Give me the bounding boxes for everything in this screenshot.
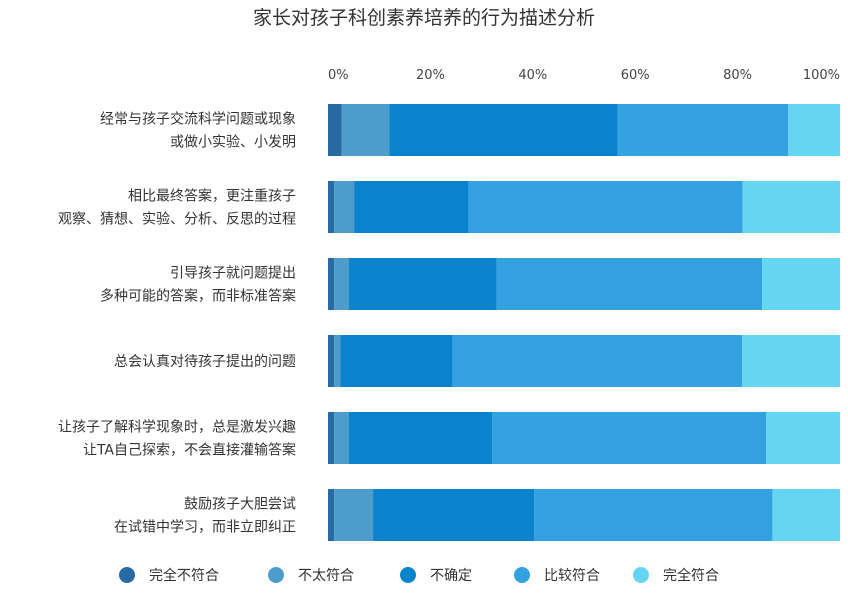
legend-swatch bbox=[633, 567, 649, 583]
legend: 完全不符合 不太符合 不确定 比较符合 完全符合 bbox=[119, 567, 719, 584]
x-tick-label: 20% bbox=[416, 68, 445, 83]
bar-segment bbox=[762, 258, 840, 310]
x-tick-label: 80% bbox=[723, 68, 752, 83]
category-label: 观察、猜想、实验、分析、反思的过程 bbox=[58, 211, 296, 228]
bar-segment bbox=[772, 489, 840, 541]
category-labels: 经常与孩子交流科学问题或现象或做小实验、小发明相比最终答案，更注重孩子观察、猜想… bbox=[58, 111, 296, 536]
bar-segment bbox=[334, 258, 349, 310]
x-tick-label: 100% bbox=[803, 68, 840, 83]
bar-segment bbox=[348, 258, 497, 310]
legend-swatch bbox=[119, 567, 135, 583]
bar-segment bbox=[328, 489, 335, 541]
bar-segment bbox=[340, 335, 453, 387]
category-label: 让TA自己探索，不会直接灌输答案 bbox=[83, 442, 296, 459]
bar-segment bbox=[534, 489, 773, 541]
x-tick-label: 40% bbox=[518, 68, 547, 83]
bar-segment bbox=[328, 181, 335, 233]
bar-segment bbox=[496, 258, 763, 310]
bar-segment bbox=[334, 335, 341, 387]
legend-label: 不确定 bbox=[430, 568, 472, 584]
chart-title: 家长对孩子科创素养培养的行为描述分析 bbox=[253, 7, 595, 29]
category-label: 多种可能的答案，而非标准答案 bbox=[100, 288, 296, 305]
bar-segment bbox=[334, 412, 349, 464]
category-label: 引导孩子就问题提出 bbox=[170, 266, 296, 282]
bar-segment bbox=[341, 104, 390, 156]
bar-segment bbox=[354, 181, 469, 233]
category-label: 在试错中学习，而非立即纠正 bbox=[114, 520, 296, 536]
bar-segment bbox=[742, 335, 840, 387]
bar-segment bbox=[492, 412, 767, 464]
bar-segment bbox=[373, 489, 535, 541]
legend-swatch bbox=[400, 567, 416, 583]
bar-segment bbox=[334, 181, 355, 233]
bar-segment bbox=[468, 181, 743, 233]
legend-label: 不太符合 bbox=[298, 568, 354, 584]
bar-segment bbox=[328, 335, 335, 387]
legend-label: 完全符合 bbox=[663, 567, 719, 584]
category-label: 或做小实验、小发明 bbox=[170, 135, 296, 151]
bar-segment bbox=[348, 412, 493, 464]
category-label: 鼓励孩子大胆尝试 bbox=[184, 497, 296, 513]
category-label: 相比最终答案，更注重孩子 bbox=[128, 188, 296, 205]
legend-label: 比较符合 bbox=[544, 568, 600, 584]
bar-segment bbox=[766, 412, 840, 464]
x-tick-label: 60% bbox=[621, 68, 650, 83]
bar-segment bbox=[328, 104, 342, 156]
bar-segment bbox=[334, 489, 374, 541]
category-label: 总会认真对待孩子提出的问题 bbox=[114, 354, 296, 370]
x-tick-label: 0% bbox=[328, 68, 349, 83]
bar-segment bbox=[328, 412, 335, 464]
x-axis-ticks: 0% 20% 40% 60% 80% 100% bbox=[328, 68, 840, 83]
legend-swatch bbox=[514, 567, 530, 583]
legend-swatch bbox=[268, 567, 284, 583]
bar-segment bbox=[328, 258, 335, 310]
category-label: 让孩子了解科学现象时，总是激发兴趣 bbox=[58, 419, 296, 436]
legend-label: 完全不符合 bbox=[149, 567, 219, 584]
bar-segment bbox=[788, 104, 840, 156]
bar-segment bbox=[617, 104, 789, 156]
bar-segment bbox=[742, 181, 840, 233]
bar-segment bbox=[452, 335, 743, 387]
bars bbox=[328, 104, 840, 541]
category-label: 经常与孩子交流科学问题或现象 bbox=[100, 111, 296, 128]
bar-segment bbox=[389, 104, 618, 156]
